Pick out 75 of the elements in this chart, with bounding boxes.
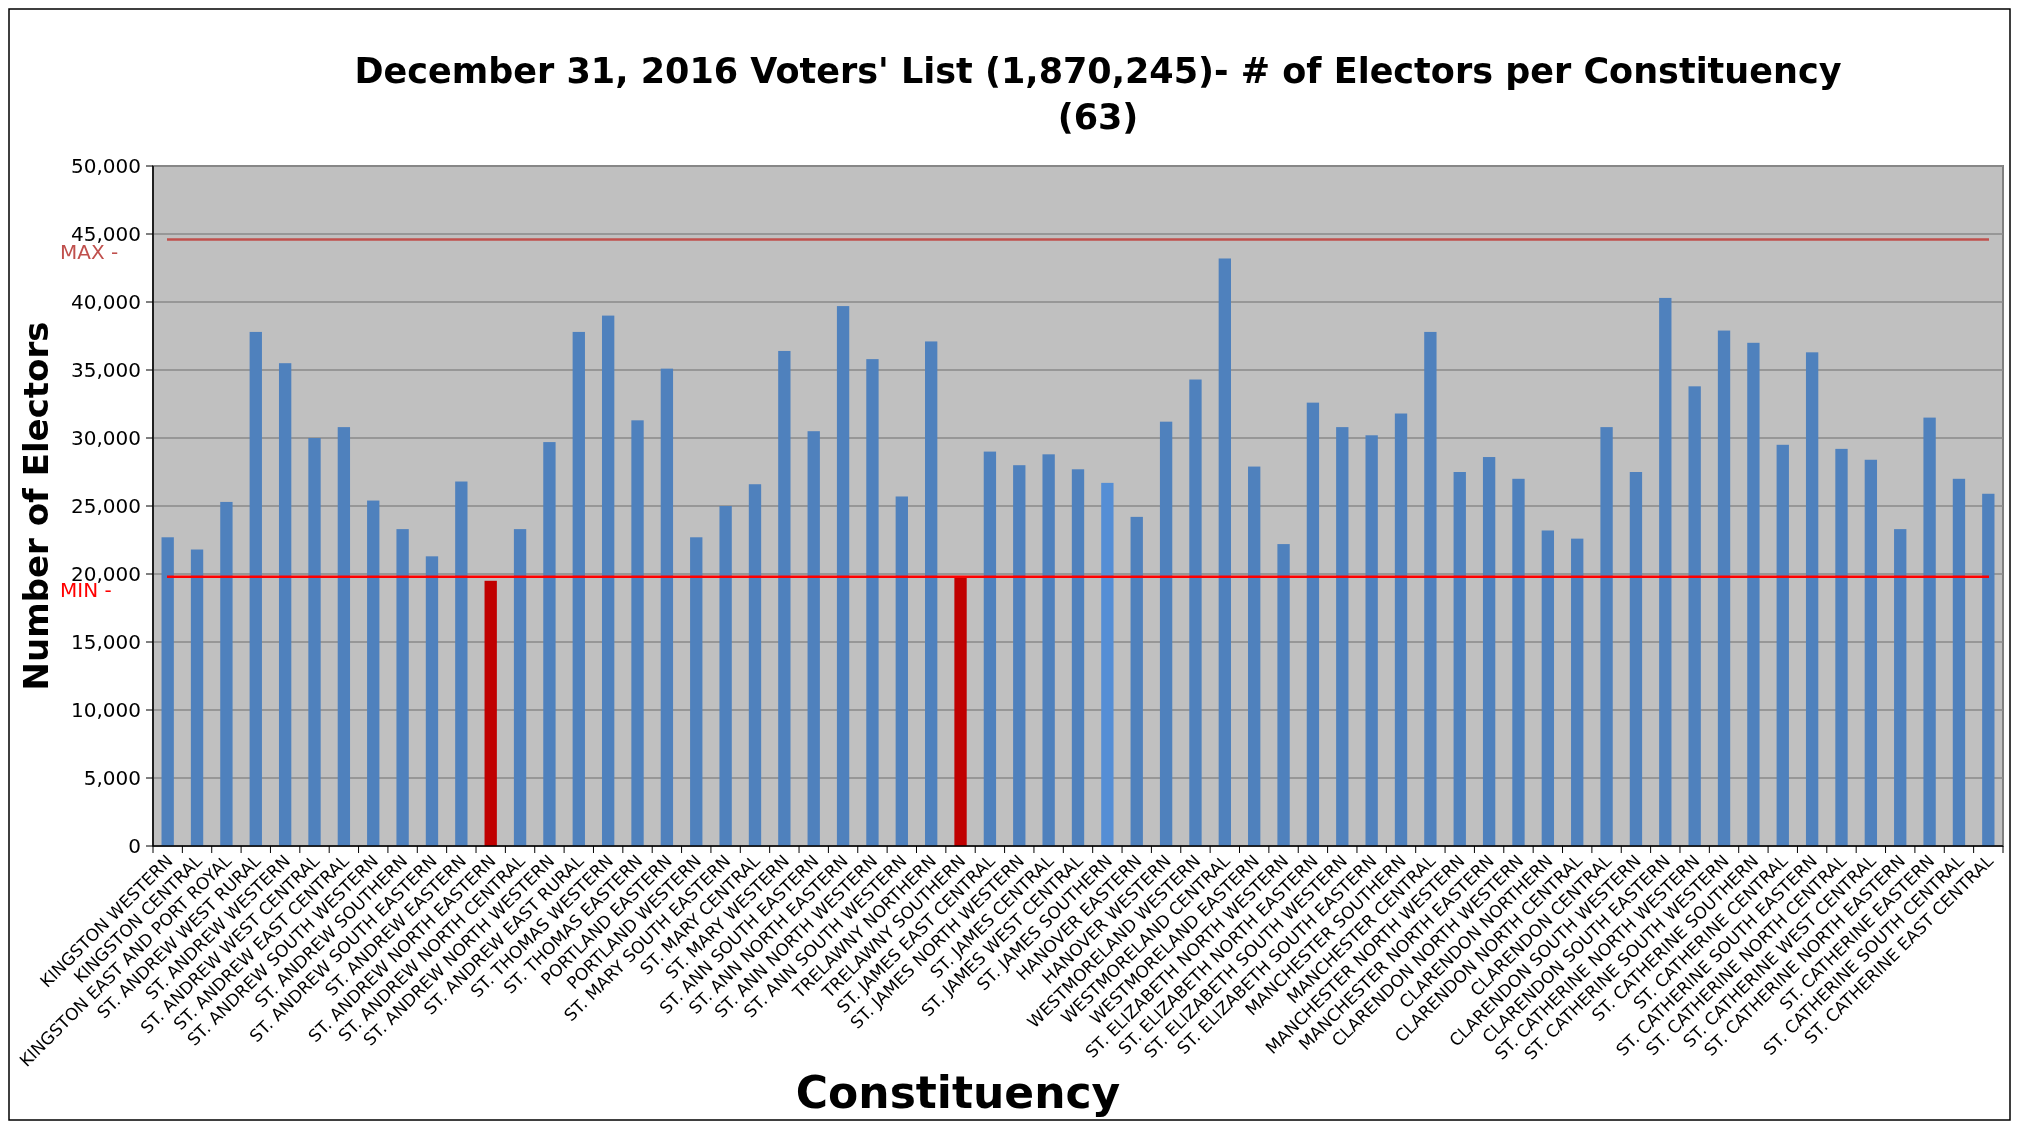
bar <box>1365 435 1378 846</box>
bar <box>719 506 732 846</box>
bar <box>337 427 351 846</box>
bar <box>513 529 527 846</box>
bar <box>396 529 409 846</box>
bar <box>425 556 439 846</box>
bar <box>1835 448 1848 846</box>
bar <box>484 580 497 846</box>
bar <box>1512 478 1525 846</box>
bar <box>572 331 585 846</box>
bar <box>249 331 262 846</box>
bar <box>983 451 997 846</box>
bar <box>601 315 615 846</box>
y-tick-label: 25,000 <box>71 494 141 518</box>
bar <box>190 549 204 846</box>
bar <box>954 576 967 846</box>
bar <box>220 501 233 846</box>
bar <box>748 484 762 846</box>
bar <box>1894 529 1907 846</box>
bar <box>1453 472 1466 846</box>
y-tick-label: 50,000 <box>71 154 141 178</box>
bar <box>895 496 908 846</box>
bar <box>308 438 321 846</box>
bar <box>1248 466 1261 846</box>
bar <box>1864 459 1878 846</box>
bar <box>1600 427 1613 846</box>
bar <box>278 363 292 846</box>
bar <box>1130 516 1143 846</box>
bar <box>1336 427 1349 846</box>
bar <box>367 500 380 846</box>
bar <box>1189 379 1202 846</box>
bar <box>660 368 674 846</box>
bar <box>1923 417 1936 846</box>
bar <box>1306 402 1320 846</box>
bar <box>1717 330 1731 846</box>
bar <box>690 537 703 846</box>
bar <box>1482 457 1496 846</box>
y-tick-label: 35,000 <box>71 358 141 382</box>
bar <box>1571 538 1584 846</box>
bar <box>1747 342 1760 846</box>
chart-title: December 31, 2016 Voters' List (1,870,245)- # of Electors per Constituency (63) <box>354 51 1842 137</box>
bar <box>1042 454 1055 846</box>
y-tick-label: 30,000 <box>71 426 141 450</box>
bar <box>1218 258 1231 846</box>
bar <box>836 306 850 846</box>
bar <box>925 341 938 846</box>
bar <box>455 481 468 846</box>
y-tick-label: 15,000 <box>71 630 141 654</box>
x-axis-title: Constituency <box>795 1067 1121 1118</box>
bar <box>778 350 791 846</box>
bar <box>1659 297 1672 846</box>
bar <box>1394 413 1408 846</box>
bar <box>543 442 556 846</box>
bar <box>1629 472 1643 846</box>
y-tick-label: 0 <box>128 834 141 858</box>
bar <box>1424 331 1437 846</box>
y-axis-title: Number of Electors <box>16 321 56 691</box>
bar <box>866 359 879 846</box>
bar <box>161 537 174 846</box>
y-tick-label: 40,000 <box>71 290 141 314</box>
bar <box>1071 469 1085 846</box>
bar <box>1277 544 1290 846</box>
bar <box>1159 421 1173 846</box>
bar <box>1541 530 1554 846</box>
bar <box>1982 493 1995 846</box>
bar <box>1952 478 1966 846</box>
bar <box>1805 352 1819 846</box>
bar <box>1013 465 1026 846</box>
bar <box>1688 386 1701 846</box>
y-tick-label: 5,000 <box>83 766 141 790</box>
y-tick-label: 10,000 <box>71 698 141 722</box>
bar <box>1101 482 1114 846</box>
bar <box>1776 444 1789 846</box>
bar <box>631 420 644 846</box>
bar <box>807 431 820 846</box>
